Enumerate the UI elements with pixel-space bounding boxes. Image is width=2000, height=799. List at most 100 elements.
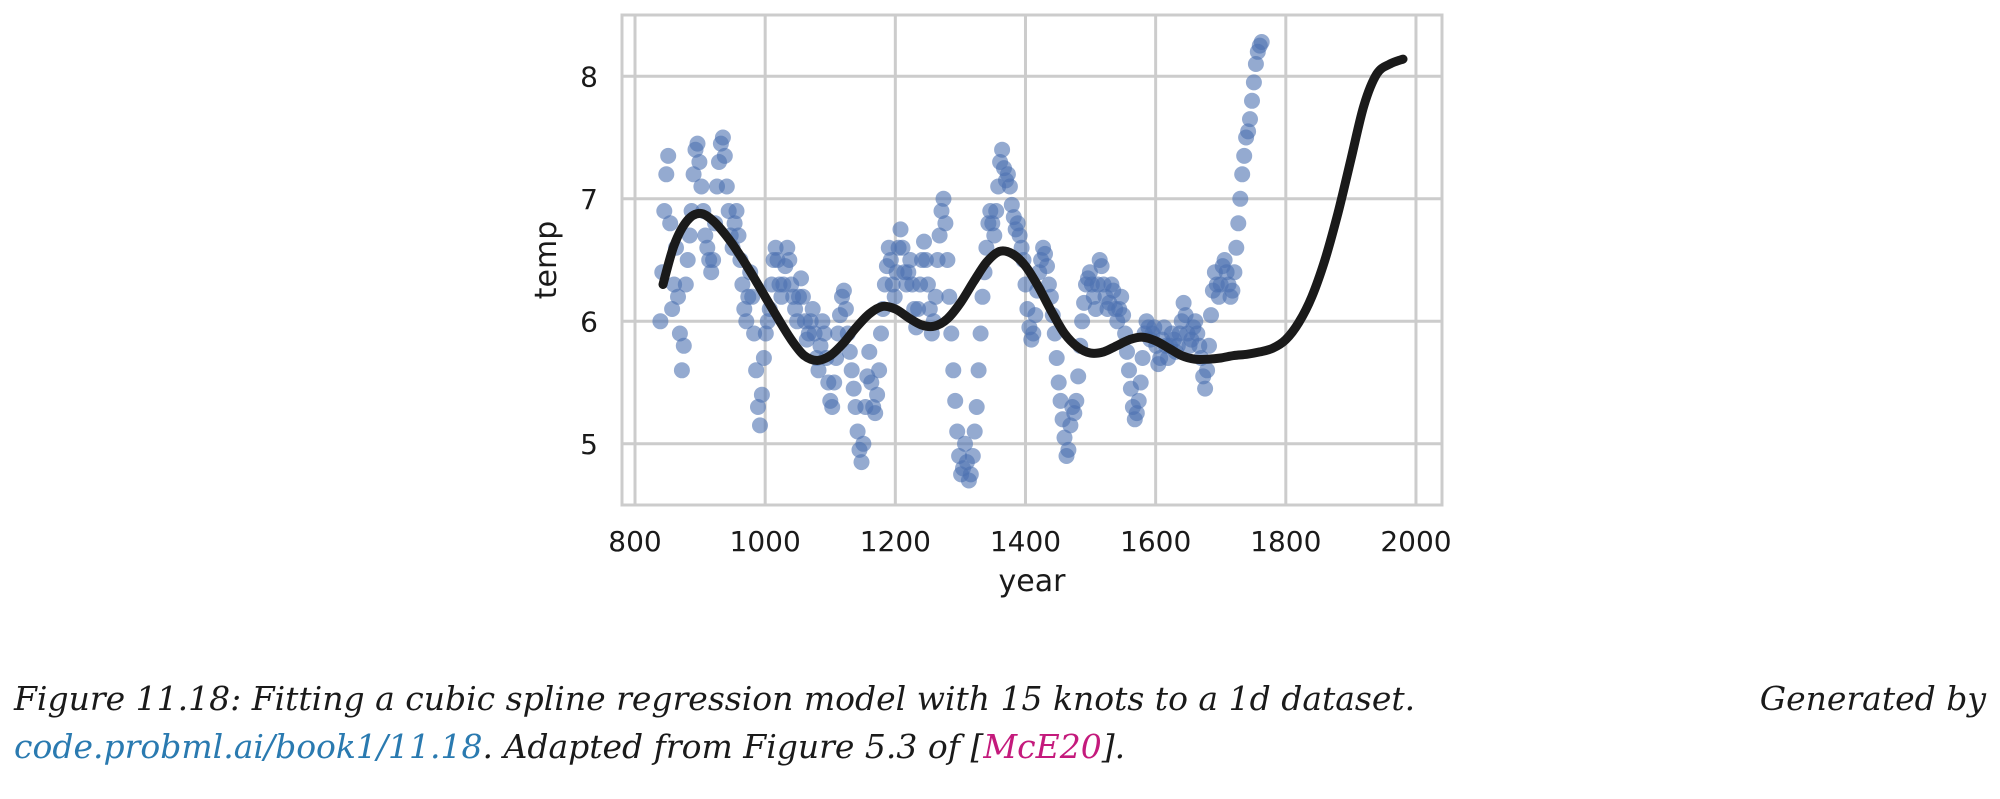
data-point xyxy=(658,166,675,183)
data-point xyxy=(1226,264,1243,281)
data-point xyxy=(957,435,973,452)
data-point xyxy=(1056,429,1073,446)
data-point xyxy=(871,362,888,379)
y-tick-label: 8 xyxy=(580,60,598,93)
data-point xyxy=(900,264,917,281)
data-point xyxy=(935,190,952,207)
data-point xyxy=(671,325,688,342)
data-point xyxy=(1001,178,1018,195)
data-point xyxy=(1228,239,1245,256)
data-point xyxy=(767,239,784,256)
x-tick-labels: 800 1000 1200 1400 1600 1800 2000 xyxy=(608,525,1451,558)
data-point xyxy=(656,203,673,219)
data-point xyxy=(673,362,690,379)
data-point xyxy=(869,386,886,403)
data-point xyxy=(970,362,987,379)
data-point xyxy=(738,313,755,330)
data-point xyxy=(759,313,776,330)
data-point xyxy=(1130,392,1147,409)
data-point xyxy=(705,252,722,268)
x-tick-label: 1600 xyxy=(1120,525,1191,558)
data-point xyxy=(1203,307,1219,324)
data-point xyxy=(693,178,710,195)
x-tick-label: 1400 xyxy=(990,525,1061,558)
data-point xyxy=(1037,245,1053,262)
figure-caption: Figure 11.18: Fitting a cubic spline reg… xyxy=(14,675,1986,771)
scatter-chart: 800 1000 1200 1400 1600 1800 2000 5 6 7 8 year te… xyxy=(529,13,1452,599)
data-point xyxy=(728,203,745,219)
data-point xyxy=(752,417,768,434)
data-point xyxy=(921,301,938,317)
data-point xyxy=(873,325,889,342)
data-point xyxy=(757,325,774,342)
y-tick-labels: 5 6 7 8 xyxy=(580,60,598,461)
citation-link[interactable]: McE20 xyxy=(983,727,1102,766)
data-point xyxy=(1013,239,1030,256)
caption-line-2: code.probml.ai/book1/11.18. Adapted from… xyxy=(14,723,1986,771)
data-point xyxy=(748,362,765,379)
data-point xyxy=(1062,417,1079,434)
caption-text-end: ]. xyxy=(1101,727,1126,766)
data-point xyxy=(750,399,766,415)
data-point xyxy=(837,301,854,317)
data-point xyxy=(1199,362,1216,379)
data-point xyxy=(941,288,958,305)
data-point xyxy=(1060,441,1077,458)
data-point xyxy=(1197,380,1214,397)
data-point xyxy=(919,276,936,293)
data-point xyxy=(1113,288,1130,305)
y-tick-label: 6 xyxy=(580,305,598,338)
data-point xyxy=(755,350,772,366)
data-point xyxy=(677,276,694,293)
data-point xyxy=(845,380,862,397)
data-point xyxy=(1011,227,1028,244)
data-point xyxy=(964,448,981,464)
data-point xyxy=(666,276,683,293)
data-point xyxy=(1187,313,1204,330)
data-point xyxy=(994,141,1011,158)
data-point xyxy=(804,301,821,317)
data-point xyxy=(1175,294,1192,311)
data-point xyxy=(753,386,770,403)
data-point xyxy=(662,215,679,232)
data-point xyxy=(1234,166,1251,183)
data-point xyxy=(664,301,681,317)
data-point xyxy=(972,325,989,342)
data-point xyxy=(1232,190,1249,207)
data-point xyxy=(949,423,966,440)
data-point xyxy=(937,215,954,232)
data-point xyxy=(1201,337,1217,354)
y-tick-label: 5 xyxy=(580,428,598,461)
data-point xyxy=(779,239,796,256)
scatter-points xyxy=(652,34,1270,489)
data-point xyxy=(670,288,686,305)
data-point xyxy=(1087,301,1104,317)
data-point xyxy=(794,288,811,305)
data-point xyxy=(1003,196,1020,213)
data-point xyxy=(1189,325,1206,342)
data-point xyxy=(793,270,809,287)
spline-curve xyxy=(658,54,1408,365)
data-point xyxy=(814,313,831,330)
data-point xyxy=(812,337,829,354)
data-point xyxy=(1115,307,1132,324)
data-point xyxy=(697,227,714,244)
data-point xyxy=(849,423,866,440)
data-point xyxy=(968,399,985,415)
data-point xyxy=(927,288,944,305)
code-link[interactable]: code.probml.ai/book1/11.18 xyxy=(14,727,483,766)
data-point xyxy=(685,166,702,183)
data-point xyxy=(855,435,872,452)
x-tick-label: 1200 xyxy=(860,525,931,558)
data-point xyxy=(1066,405,1083,422)
data-point xyxy=(892,221,909,238)
data-point xyxy=(726,215,743,232)
data-point xyxy=(1132,374,1149,391)
data-point xyxy=(1128,405,1145,422)
x-tick-label: 1000 xyxy=(730,525,801,558)
data-point xyxy=(1247,56,1264,72)
data-point xyxy=(1070,368,1087,385)
data-point xyxy=(746,325,763,342)
data-point xyxy=(679,252,696,268)
data-point xyxy=(886,288,903,305)
